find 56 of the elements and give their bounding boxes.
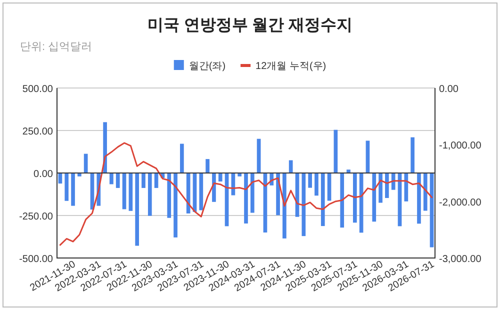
- y-tick-label: 500.00: [22, 84, 54, 95]
- bar: [372, 173, 376, 222]
- y2-tick-label: -1,000.00: [439, 140, 482, 152]
- bar: [320, 173, 325, 226]
- y-tick-label: -250.00: [19, 212, 54, 222]
- bar: [206, 159, 210, 173]
- bar: [218, 173, 222, 182]
- bar: [244, 173, 248, 224]
- chart-title: 미국 연방정부 월간 재정수지: [147, 17, 353, 34]
- bar: [167, 173, 172, 218]
- bar: [116, 173, 120, 188]
- bar: [180, 144, 184, 173]
- bar: [302, 173, 306, 236]
- bar: [366, 140, 370, 173]
- bar: [378, 173, 382, 203]
- bar: [78, 173, 82, 176]
- bar: [385, 173, 389, 198]
- bar: [288, 160, 293, 173]
- y-tick-label: 0.00: [34, 169, 54, 180]
- bar: [250, 173, 254, 213]
- bar: [417, 173, 421, 224]
- y2-tick-label: -3,000.00: [439, 254, 482, 265]
- bar: [128, 173, 133, 211]
- bar: [148, 173, 152, 216]
- bar: [340, 173, 344, 228]
- bar: [199, 173, 204, 210]
- bar: [404, 173, 408, 202]
- bar: [103, 122, 107, 173]
- bar: [276, 173, 280, 216]
- y2-tick-label: -2,000.00: [439, 197, 482, 208]
- y2-tick-label: 0.00: [439, 84, 459, 95]
- bar: [423, 173, 428, 211]
- bar: [346, 170, 350, 173]
- legend-label: 월간(좌): [188, 61, 226, 72]
- legend-label: 12개월 누적(우): [256, 61, 326, 72]
- bar: [84, 154, 88, 173]
- bar: [110, 173, 114, 184]
- bar: [314, 173, 318, 196]
- y-tick-label: 250.00: [22, 126, 54, 138]
- line-series: [59, 142, 433, 246]
- bar: [238, 173, 242, 176]
- bar: [391, 173, 396, 190]
- bar: [410, 137, 414, 173]
- bar: [352, 173, 357, 223]
- bar: [282, 173, 286, 238]
- bar: [334, 130, 338, 173]
- bar: [142, 173, 146, 188]
- bar: [174, 173, 178, 238]
- chart-subtitle: 단위: 십억달러: [20, 41, 92, 53]
- bar: [212, 173, 216, 202]
- bar: [135, 173, 140, 246]
- y-tick-label: -500.00: [19, 254, 54, 265]
- bar: [71, 173, 75, 206]
- bar: [308, 173, 312, 188]
- bar: [64, 173, 69, 201]
- bar: [186, 173, 190, 214]
